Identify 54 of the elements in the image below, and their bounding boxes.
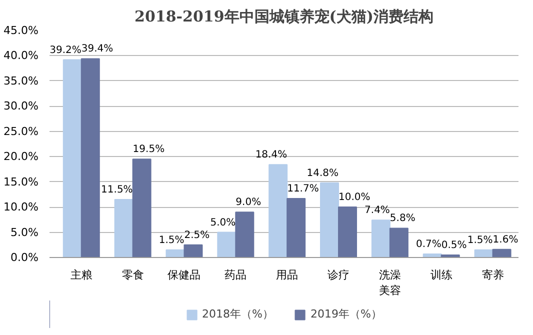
- y-tick-label: 15.0%: [4, 175, 39, 188]
- data-label: 1.5%: [158, 234, 184, 246]
- bar: [62, 59, 82, 258]
- legend-label: 2018年（%）: [202, 306, 274, 322]
- bar: [371, 220, 390, 258]
- x-tick-label: 药品: [224, 268, 247, 282]
- y-tick-label: 20.0%: [4, 150, 39, 164]
- legend-label: 2019年（%）: [310, 306, 382, 322]
- x-tick-label: 寄养: [482, 268, 504, 282]
- y-tick-label: 45.0%: [4, 24, 39, 37]
- data-label: 39.2%: [50, 44, 82, 56]
- data-label: 1.5%: [467, 234, 493, 246]
- data-label: 14.8%: [306, 168, 339, 179]
- bar: [492, 248, 512, 258]
- x-tick-label: 诊疗: [328, 268, 350, 282]
- data-label: 19.5%: [132, 144, 165, 156]
- data-label: 18.4%: [255, 150, 288, 161]
- bar: [268, 164, 288, 258]
- x-tick-label: 主粮: [70, 268, 92, 282]
- x-tick-label: 用品: [276, 268, 298, 282]
- data-label: 11.7%: [287, 183, 319, 194]
- x-tick-label: 洗澡美容: [378, 268, 401, 298]
- y-tick-label: 5.0%: [10, 226, 39, 239]
- bar: [320, 182, 340, 258]
- data-label: 5.0%: [210, 217, 236, 228]
- data-label: 0.5%: [441, 240, 467, 251]
- data-label: 5.8%: [390, 213, 416, 224]
- data-label: 10.0%: [338, 192, 370, 204]
- bar: [389, 228, 408, 258]
- y-tick-label: 30.0%: [4, 100, 39, 113]
- bar: [132, 158, 152, 258]
- bar: [338, 206, 358, 258]
- bar: [217, 232, 236, 258]
- x-tick-label: 训练: [430, 268, 452, 282]
- data-label: 11.5%: [101, 184, 133, 196]
- data-label: 9.0%: [236, 197, 262, 208]
- bar: [184, 244, 203, 258]
- data-label: 1.6%: [492, 234, 518, 246]
- data-label: 39.4%: [81, 44, 114, 55]
- bar: [114, 198, 134, 258]
- bar: [286, 198, 306, 258]
- bar: [235, 212, 254, 258]
- y-tick-label: 25.0%: [4, 124, 39, 138]
- x-tick-label: 零食: [122, 268, 144, 282]
- data-label: 7.4%: [364, 205, 390, 216]
- data-label: 2.5%: [184, 230, 210, 241]
- y-tick-label: 10.0%: [4, 200, 39, 214]
- chart-title: 2018-2019年中国城镇养宠(犬猫)消费结构: [134, 8, 434, 26]
- y-tick-label: 0.0%: [10, 251, 39, 264]
- bar: [80, 58, 100, 258]
- y-tick-label: 40.0%: [4, 49, 39, 62]
- data-label: 0.7%: [416, 238, 442, 250]
- x-tick-label: 保健品: [168, 268, 201, 282]
- y-tick-label: 35.0%: [4, 74, 39, 88]
